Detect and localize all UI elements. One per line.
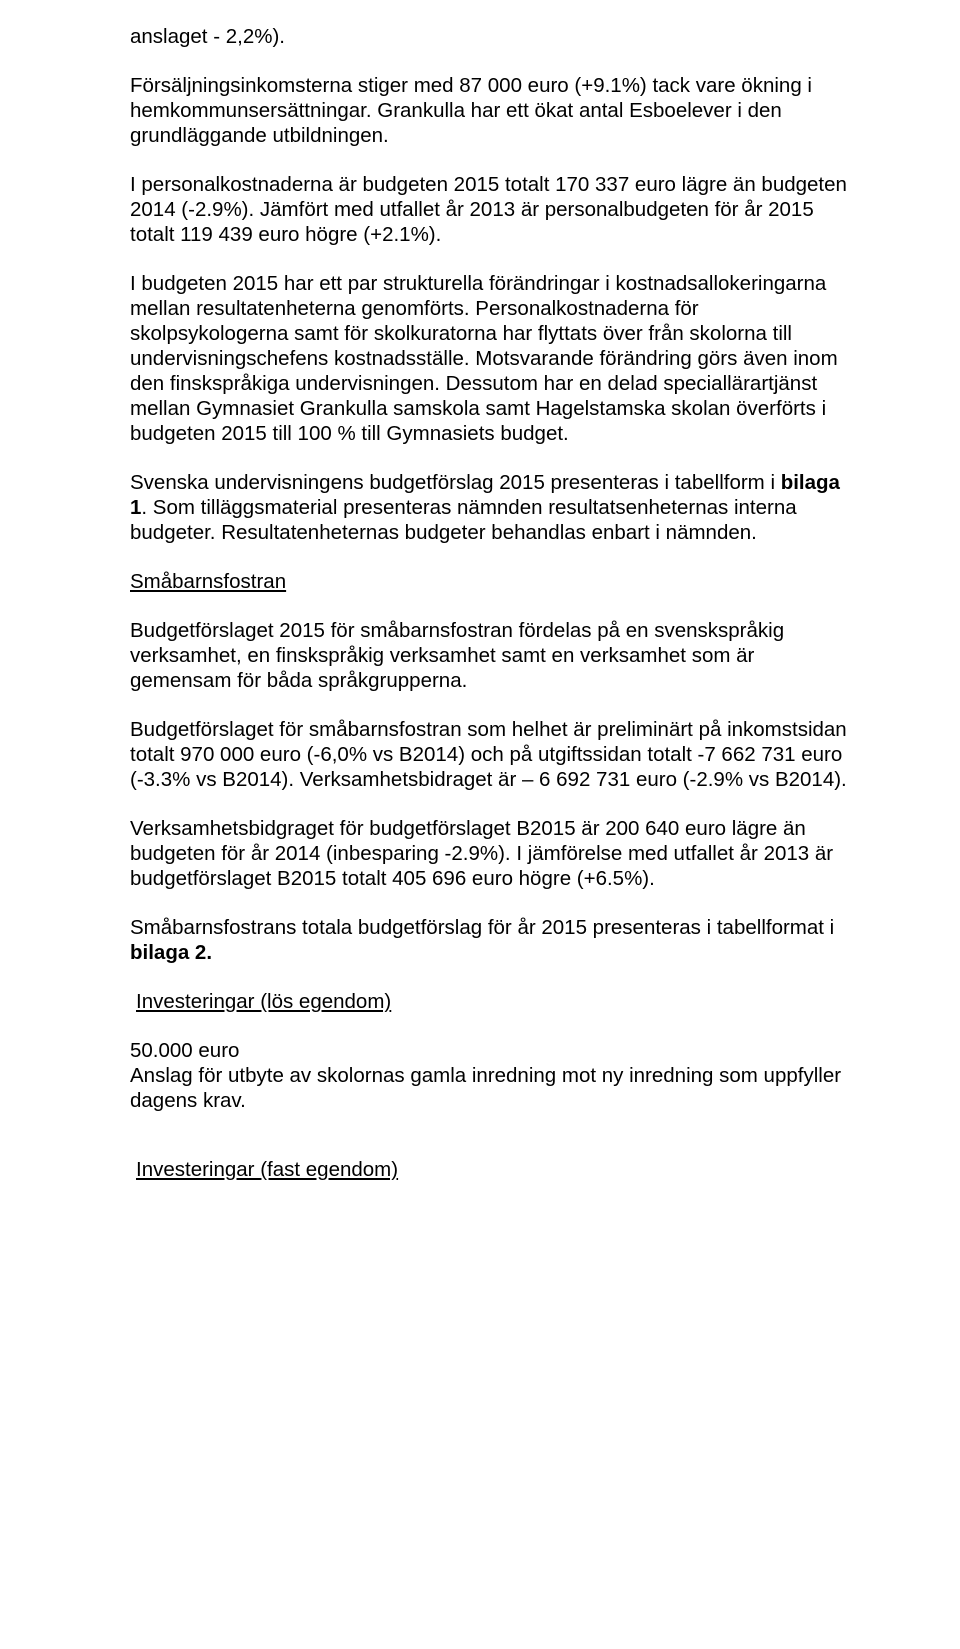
heading-text: Investeringar (lös egendom) xyxy=(136,990,391,1013)
paragraph-50000: 50.000 euro Anslag för utbyte av skolorn… xyxy=(130,1038,860,1113)
text: Budgetförslaget för småbarnsfostran som … xyxy=(130,718,847,791)
paragraph-smabarn-intro: Budgetförslaget 2015 för småbarnsfostran… xyxy=(130,618,860,693)
paragraph-verksamhetsbidrag: Verksamhetsbidgraget för budgetförslaget… xyxy=(130,816,860,891)
paragraph-strukturella: I budgeten 2015 har ett par strukturella… xyxy=(130,271,860,446)
text: Svenska undervisningens budgetförslag 20… xyxy=(130,471,781,494)
paragraph-personalkost: I personalkostnaderna är budgeten 2015 t… xyxy=(130,172,860,247)
heading-invest-fast: Investeringar (fast egendom) xyxy=(130,1157,860,1182)
text: Verksamhetsbidgraget för budgetförslaget… xyxy=(130,817,833,890)
heading-smabarnsfostran: Småbarnsfostran xyxy=(130,569,860,594)
paragraph-smabarn-siffror: Budgetförslaget för småbarnsfostran som … xyxy=(130,717,860,792)
text: Budgetförslaget 2015 för småbarnsfostran… xyxy=(130,619,784,692)
text: . Som tilläggsmaterial presenteras nämnd… xyxy=(130,496,797,544)
document-page: anslaget - 2,2%). Försäljningsinkomstern… xyxy=(0,0,960,1649)
text-line2: Anslag för utbyte av skolornas gamla inr… xyxy=(130,1064,841,1112)
paragraph-anslaget: anslaget - 2,2%). xyxy=(130,24,860,49)
paragraph-bilaga2: Småbarnsfostrans totala budgetförslag fö… xyxy=(130,915,860,965)
text: I budgeten 2015 har ett par strukturella… xyxy=(130,272,838,445)
bold-bilaga-2: bilaga 2. xyxy=(130,941,212,964)
paragraph-forsaljning: Försäljningsinkomsterna stiger med 87 00… xyxy=(130,73,860,148)
text: I personalkostnaderna är budgeten 2015 t… xyxy=(130,173,847,246)
heading-invest-los: Investeringar (lös egendom) xyxy=(130,989,860,1014)
heading-text: Småbarnsfostran xyxy=(130,570,286,593)
text: anslaget - 2,2%). xyxy=(130,25,285,48)
paragraph-bilaga1: Svenska undervisningens budgetförslag 20… xyxy=(130,470,860,545)
spacer xyxy=(130,1137,860,1157)
heading-text: Investeringar (fast egendom) xyxy=(136,1158,398,1181)
text: Småbarnsfostrans totala budgetförslag fö… xyxy=(130,916,834,939)
text: Försäljningsinkomsterna stiger med 87 00… xyxy=(130,74,812,147)
text-line1: 50.000 euro xyxy=(130,1039,239,1062)
